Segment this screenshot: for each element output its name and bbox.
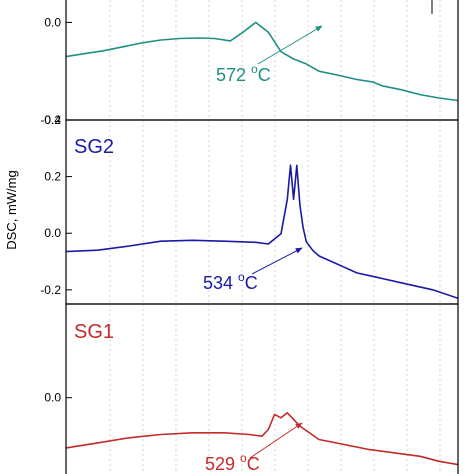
- annotation-unit: C: [247, 454, 260, 474]
- y-tick-label: 0.2: [44, 170, 61, 184]
- y-tick-label: 0.0: [44, 15, 61, 29]
- annotation-text: 529 oC: [205, 451, 260, 474]
- panel-frame: [65, 0, 459, 121]
- y-axis-label: DSC, mW/mg: [4, 170, 19, 249]
- panel-frame: [65, 119, 459, 305]
- y-tick-label: 0.4: [44, 113, 61, 127]
- y-tick-label: 0.0: [44, 226, 61, 240]
- panel-sg2: 0.4 0.2 0.0 -0.2 SG2 534 oC: [40, 113, 459, 305]
- series-line-sg2: [66, 164, 458, 300]
- annotation-text: 534 oC: [203, 270, 258, 293]
- annotation-value: 572: [216, 65, 251, 85]
- annotation-value: 529: [205, 454, 240, 474]
- annotation-arrow: [249, 422, 303, 459]
- annotation-degree: o: [238, 270, 245, 284]
- panel-top: 0.0 -0.2 572 oC: [40, 0, 459, 127]
- annotation-arrow: [257, 25, 323, 65]
- annotation-unit: C: [245, 273, 258, 293]
- series-line-sg1: [66, 412, 458, 466]
- panel-label-sg2: SG2: [74, 136, 114, 158]
- annotation-degree: o: [251, 62, 258, 76]
- annotation-unit: C: [258, 65, 271, 85]
- annotation-text: 572 oC: [216, 62, 271, 85]
- y-tick-label: -0.2: [40, 113, 61, 127]
- annotation-value: 534: [203, 273, 238, 293]
- series-line-top: [66, 21, 458, 102]
- annotation-degree: o: [240, 451, 247, 465]
- panel-sg1: 0.0 SG1 529 oC: [44, 303, 459, 474]
- panel-label-sg1: SG1: [74, 321, 114, 343]
- y-tick-label: 0.0: [44, 391, 61, 405]
- y-tick-label: -0.2: [40, 283, 61, 297]
- annotation-arrow: [251, 247, 303, 275]
- panel-frame: [65, 303, 459, 474]
